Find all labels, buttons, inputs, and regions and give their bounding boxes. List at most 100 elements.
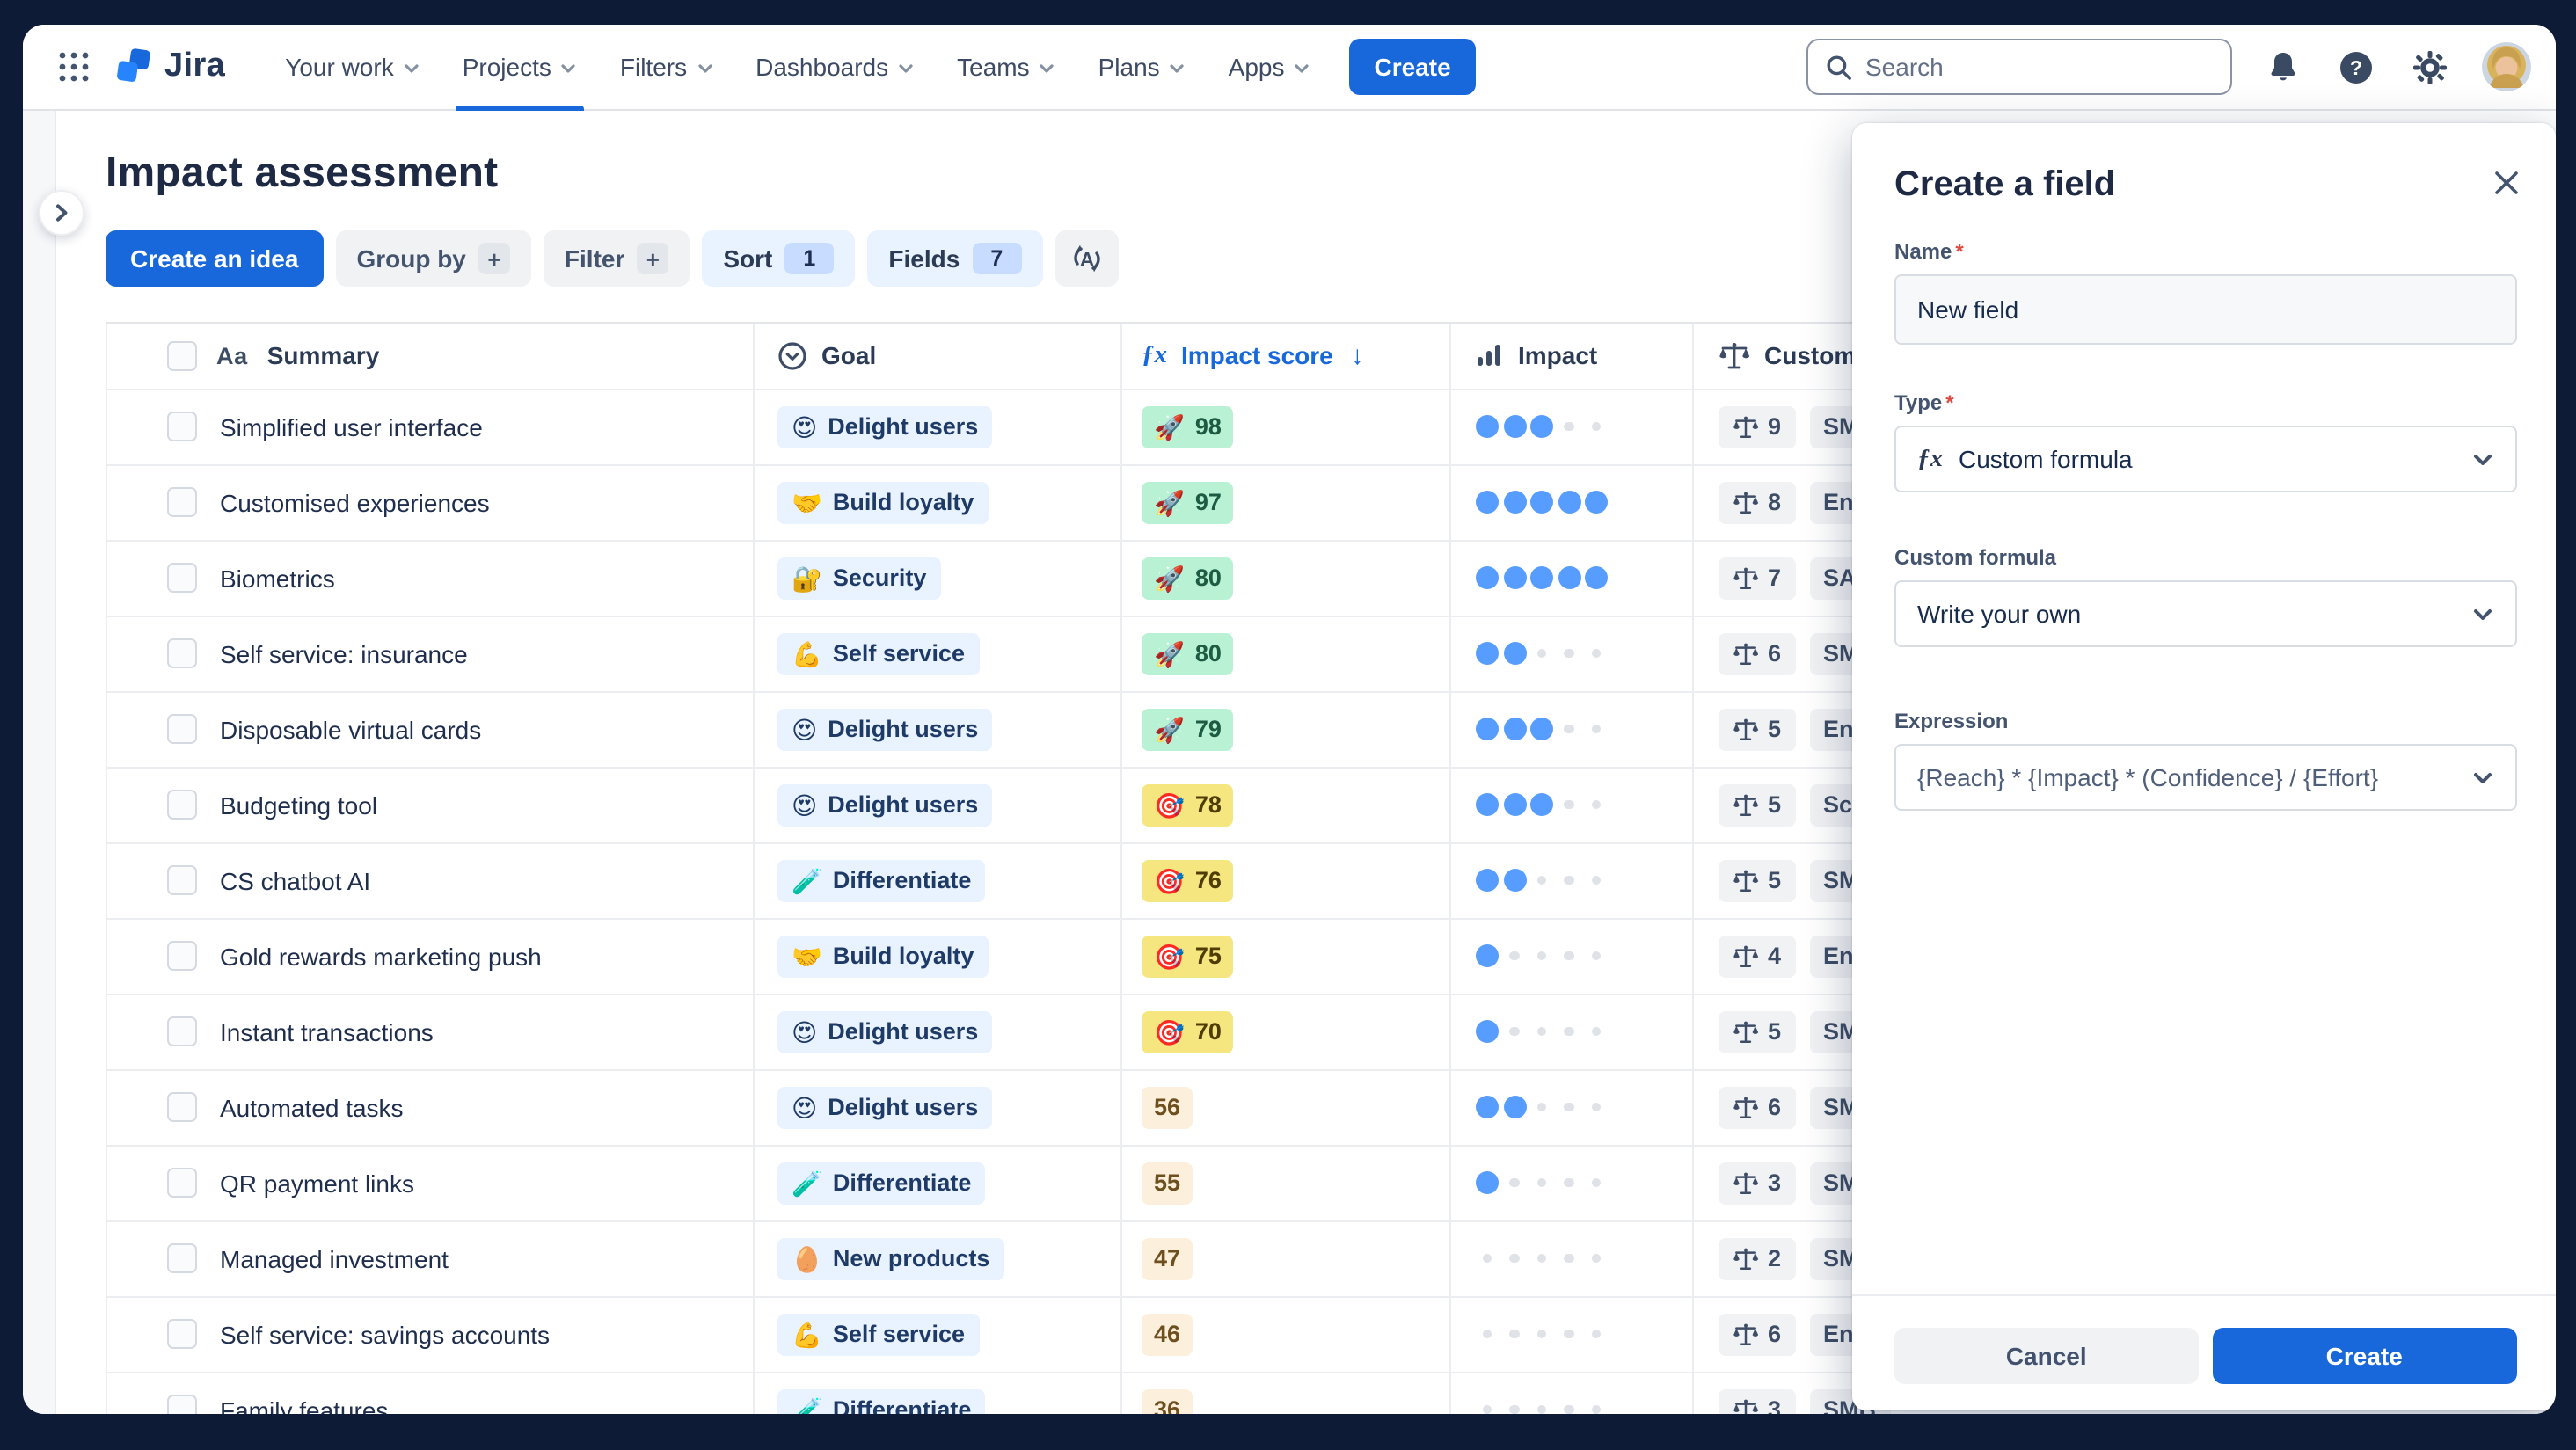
- impact-score-cell[interactable]: 🎯 70: [1120, 995, 1449, 1068]
- impact-cell[interactable]: [1449, 1146, 1692, 1220]
- summary-cell[interactable]: Managed investment: [106, 1221, 753, 1295]
- row-checkbox[interactable]: [167, 412, 197, 441]
- row-checkbox[interactable]: [167, 1092, 197, 1122]
- summary-cell[interactable]: QR payment links: [106, 1146, 753, 1220]
- sidebar-expand-button[interactable]: [38, 190, 84, 236]
- impact-score-cell[interactable]: 46: [1120, 1297, 1449, 1371]
- close-button[interactable]: [2485, 162, 2527, 204]
- row-checkbox[interactable]: [167, 638, 197, 668]
- goal-cell[interactable]: 🔐 Security: [753, 541, 1120, 615]
- impact-score-cell[interactable]: 56: [1120, 1070, 1449, 1144]
- customer-cell[interactable]: 3 SMB: [1692, 1146, 2555, 1220]
- goal-chip[interactable]: 😍 Delight users: [777, 783, 993, 826]
- impact-score-cell[interactable]: 🎯 78: [1120, 768, 1449, 842]
- impact-score-cell[interactable]: 🚀 80: [1120, 541, 1449, 615]
- nav-item-teams[interactable]: Teams: [936, 25, 1076, 110]
- avatar[interactable]: [2481, 42, 2530, 91]
- row-checkbox[interactable]: [167, 865, 197, 895]
- goal-cell[interactable]: 💪 Self service: [753, 1297, 1120, 1371]
- customer-weight-chip[interactable]: 5: [1719, 708, 1796, 750]
- impact-score-cell[interactable]: 🚀 80: [1120, 616, 1449, 690]
- row-checkbox[interactable]: [167, 1016, 197, 1046]
- column-header-impact_score[interactable]: ƒx Impact score ↓: [1120, 323, 1449, 388]
- row-checkbox[interactable]: [167, 714, 197, 744]
- goal-chip[interactable]: 🔐 Security: [777, 557, 941, 599]
- goal-cell[interactable]: 😍 Delight users: [753, 1070, 1120, 1144]
- settings-button[interactable]: [2407, 45, 2451, 89]
- summary-cell[interactable]: Disposable virtual cards: [106, 692, 753, 766]
- impact-cell[interactable]: [1449, 843, 1692, 917]
- cancel-button[interactable]: Cancel: [1894, 1328, 2199, 1384]
- impact-score-cell[interactable]: 🚀 97: [1120, 465, 1449, 539]
- goal-chip[interactable]: 💪 Self service: [777, 1313, 979, 1355]
- customer-weight-chip[interactable]: 8: [1719, 481, 1796, 523]
- customer-weight-chip[interactable]: 3: [1719, 1162, 1796, 1204]
- goal-chip[interactable]: 🤝 Build loyalty: [777, 481, 989, 523]
- goal-cell[interactable]: 😍 Delight users: [753, 995, 1120, 1068]
- goal-chip[interactable]: 😍 Delight users: [777, 1086, 993, 1128]
- customer-weight-chip[interactable]: 9: [1719, 405, 1796, 448]
- custom-formula-select[interactable]: Write your own: [1894, 580, 2516, 647]
- impact-cell[interactable]: [1449, 541, 1692, 615]
- customer-weight-chip[interactable]: 2: [1719, 1237, 1796, 1279]
- customer-weight-chip[interactable]: 5: [1719, 783, 1796, 826]
- summary-cell[interactable]: Family features: [106, 1373, 753, 1414]
- column-header-summary[interactable]: Aa Summary: [106, 323, 753, 388]
- goal-chip[interactable]: 🤝 Build loyalty: [777, 935, 989, 977]
- expression-select[interactable]: {Reach} * {Impact} * (Confidence} / {Eff…: [1894, 744, 2516, 811]
- goal-chip[interactable]: 🧪 Differentiate: [777, 859, 986, 901]
- filter-button[interactable]: Filter +: [543, 230, 690, 287]
- goal-chip[interactable]: 🧪 Differentiate: [777, 1388, 986, 1414]
- impact-cell[interactable]: [1449, 692, 1692, 766]
- goal-cell[interactable]: 🤝 Build loyalty: [753, 919, 1120, 993]
- create-field-button[interactable]: Create: [2212, 1328, 2516, 1384]
- app-switcher-button[interactable]: [50, 44, 96, 90]
- goal-chip[interactable]: 😍 Delight users: [777, 1010, 993, 1053]
- goal-chip[interactable]: 💪 Self service: [777, 632, 979, 674]
- impact-score-cell[interactable]: 36: [1120, 1373, 1449, 1414]
- impact-cell[interactable]: [1449, 1297, 1692, 1371]
- group-by-button[interactable]: Group by +: [335, 230, 531, 287]
- goal-cell[interactable]: 💪 Self service: [753, 616, 1120, 690]
- impact-score-cell[interactable]: 55: [1120, 1146, 1449, 1220]
- impact-score-cell[interactable]: 🎯 75: [1120, 919, 1449, 993]
- goal-cell[interactable]: 🤝 Build loyalty: [753, 465, 1120, 539]
- summary-cell[interactable]: Biometrics: [106, 541, 753, 615]
- impact-score-cell[interactable]: 47: [1120, 1221, 1449, 1295]
- impact-score-cell[interactable]: 🚀 79: [1120, 692, 1449, 766]
- customer-weight-chip[interactable]: 6: [1719, 632, 1796, 674]
- customer-weight-chip[interactable]: 7: [1719, 557, 1796, 599]
- jira-logo[interactable]: Jira: [113, 47, 225, 87]
- goal-chip[interactable]: 🧪 Differentiate: [777, 1162, 986, 1204]
- recalculate-button[interactable]: A: [1054, 230, 1119, 287]
- summary-cell[interactable]: Self service: savings accounts: [106, 1297, 753, 1371]
- customer-weight-chip[interactable]: 3: [1719, 1388, 1796, 1414]
- create-idea-button[interactable]: Create an idea: [106, 230, 324, 287]
- impact-cell[interactable]: [1449, 465, 1692, 539]
- column-header-impact[interactable]: Impact: [1449, 323, 1692, 388]
- search-input[interactable]: Search: [1806, 39, 2231, 95]
- summary-cell[interactable]: Gold rewards marketing push: [106, 919, 753, 993]
- help-button[interactable]: ?: [2333, 45, 2377, 89]
- notifications-button[interactable]: [2261, 46, 2303, 88]
- impact-cell[interactable]: [1449, 1221, 1692, 1295]
- summary-cell[interactable]: Budgeting tool: [106, 768, 753, 842]
- impact-cell[interactable]: [1449, 1373, 1692, 1414]
- row-checkbox[interactable]: [167, 1243, 197, 1273]
- goal-cell[interactable]: 🧪 Differentiate: [753, 1146, 1120, 1220]
- row-checkbox[interactable]: [167, 941, 197, 971]
- goal-chip[interactable]: 🥚 New products: [777, 1237, 1004, 1279]
- row-checkbox[interactable]: [167, 790, 197, 820]
- impact-cell[interactable]: [1449, 995, 1692, 1068]
- nav-item-dashboards[interactable]: Dashboards: [734, 25, 936, 110]
- impact-cell[interactable]: [1449, 768, 1692, 842]
- goal-chip[interactable]: 😍 Delight users: [777, 405, 993, 448]
- impact-score-cell[interactable]: 🎯 76: [1120, 843, 1449, 917]
- customer-weight-chip[interactable]: 6: [1719, 1313, 1796, 1355]
- type-select[interactable]: ƒx Custom formula: [1894, 426, 2516, 492]
- goal-cell[interactable]: 🧪 Differentiate: [753, 1373, 1120, 1414]
- impact-score-cell[interactable]: 🚀 98: [1120, 390, 1449, 463]
- impact-cell[interactable]: [1449, 390, 1692, 463]
- sort-button[interactable]: Sort 1: [702, 230, 856, 287]
- nav-item-filters[interactable]: Filters: [599, 25, 734, 110]
